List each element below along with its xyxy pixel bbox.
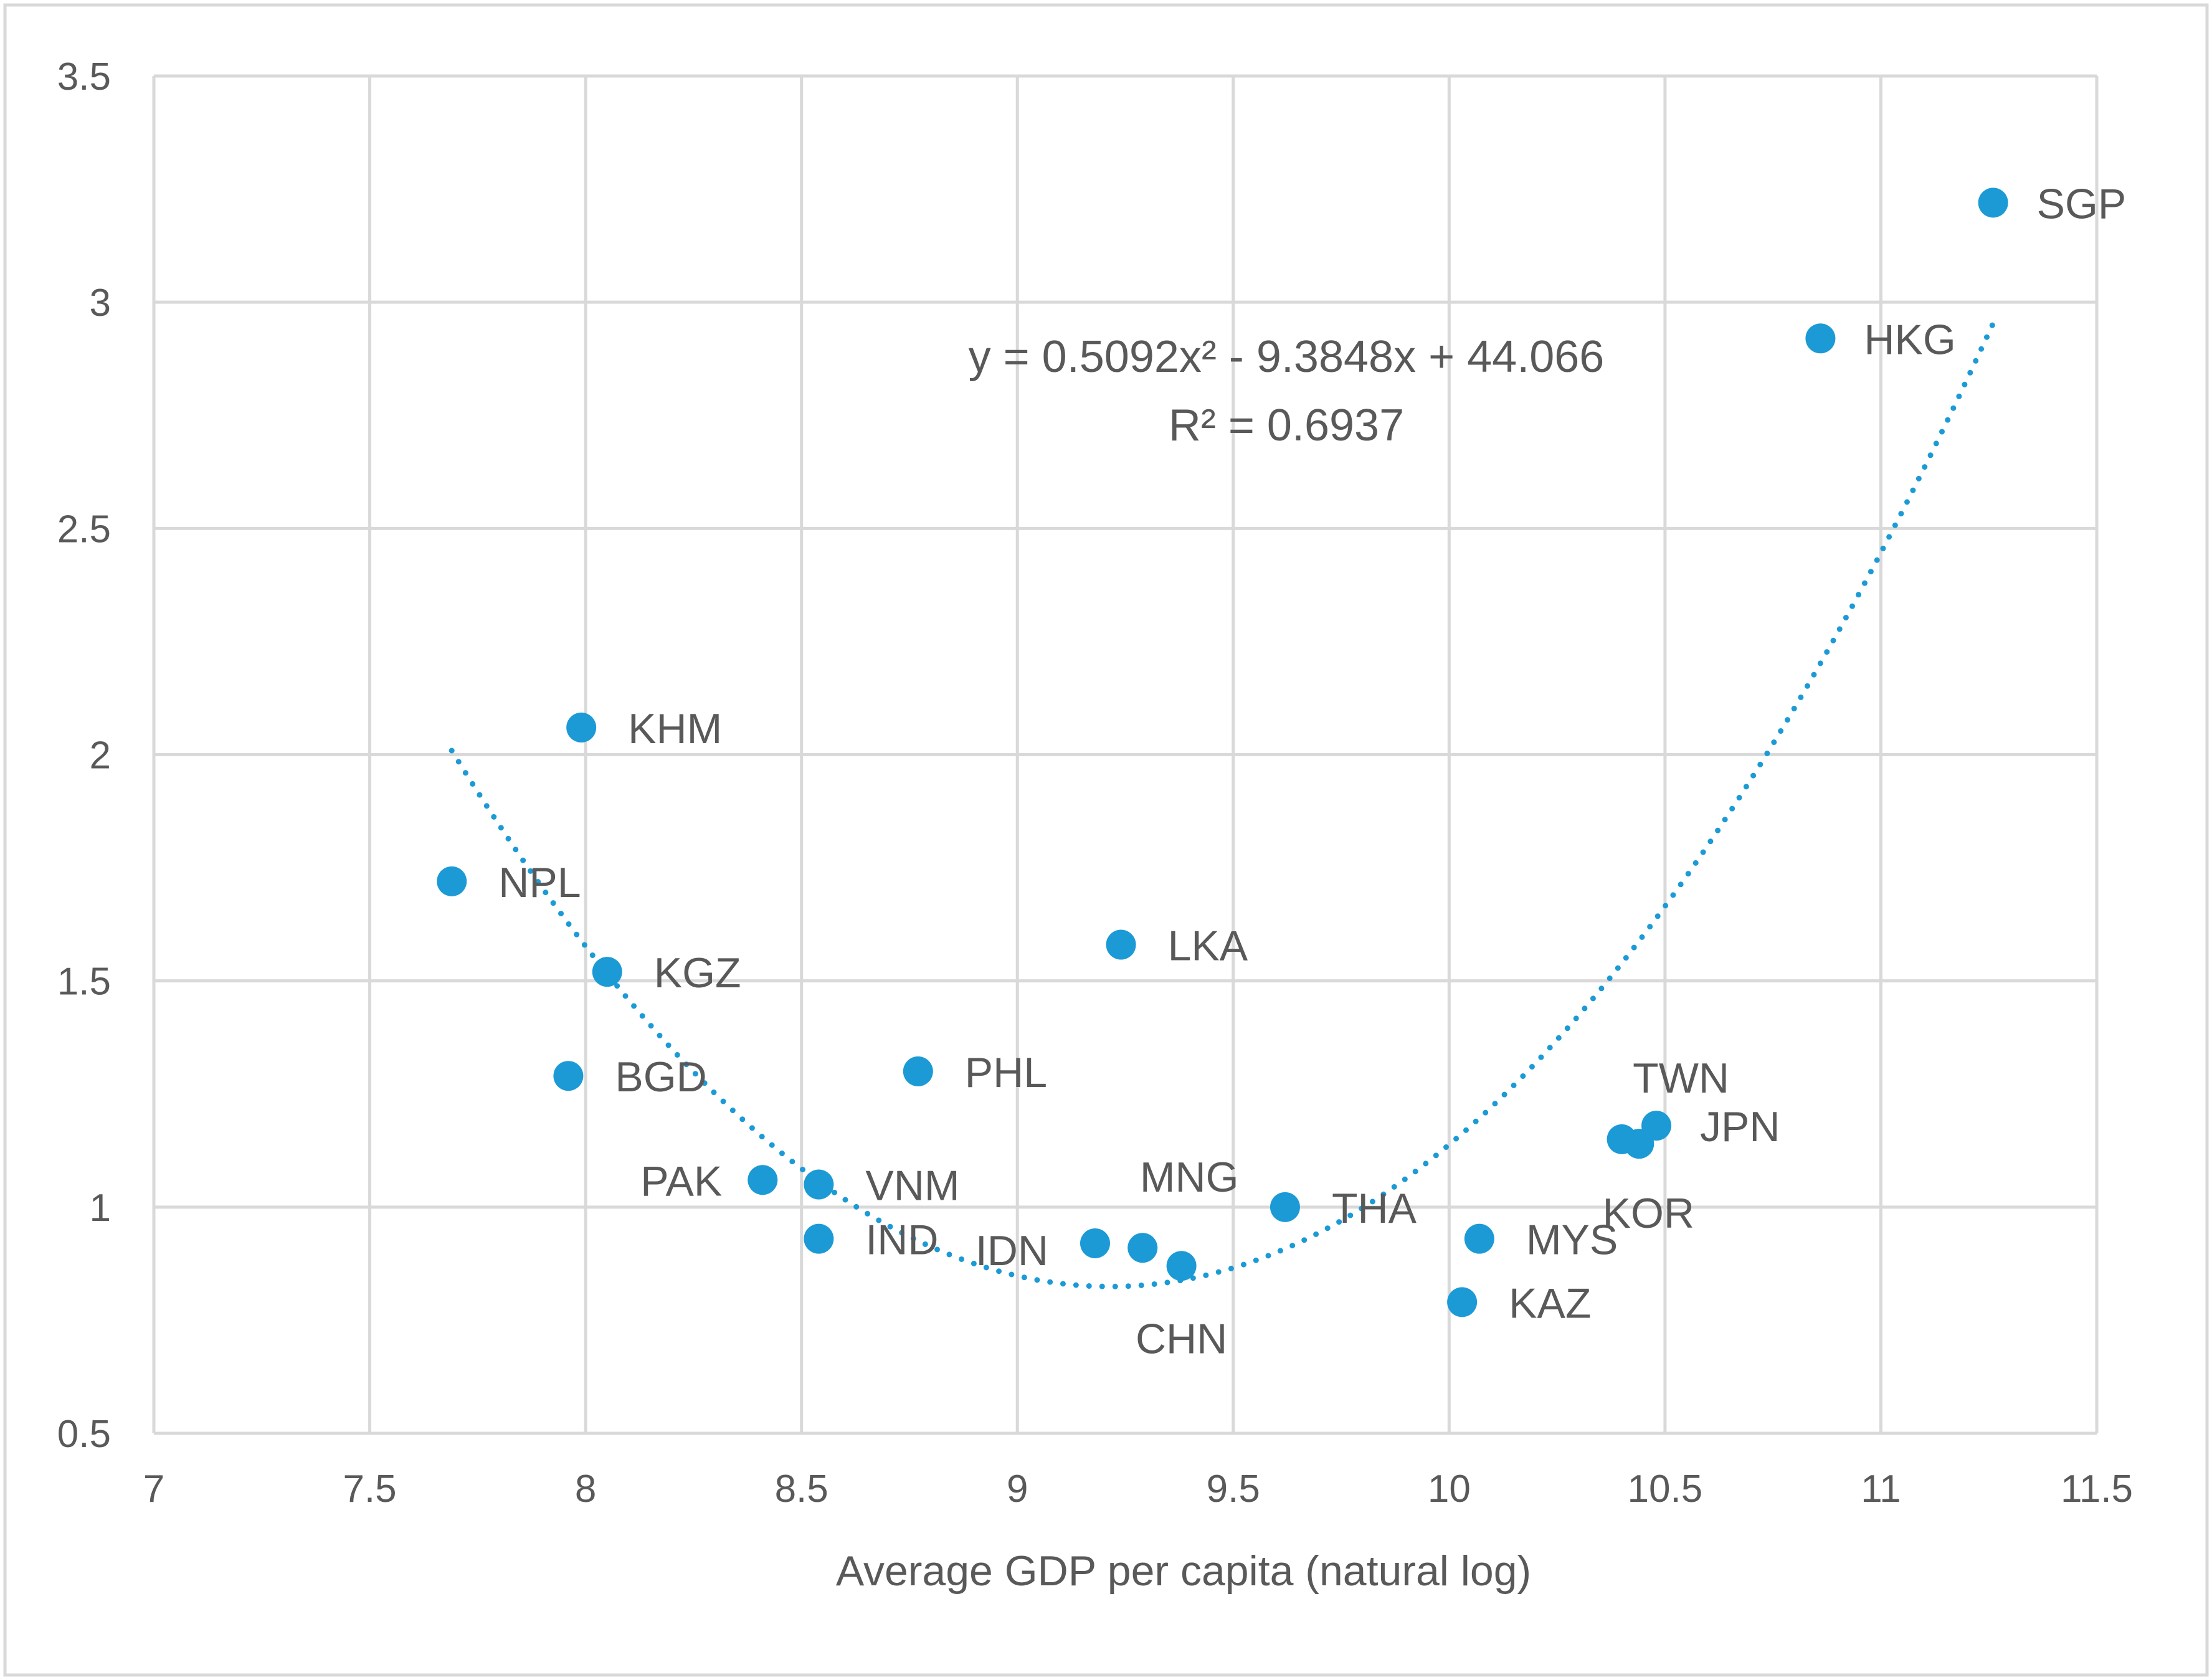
y-tick-label: 3.5	[57, 55, 111, 98]
x-tick-label: 10	[1428, 1468, 1471, 1511]
data-point-pak	[748, 1165, 778, 1195]
point-label-tha: THA	[1332, 1185, 1417, 1232]
y-tick-label: 2	[90, 734, 111, 777]
point-label-phl: PHL	[965, 1049, 1047, 1096]
x-tick-label: 10.5	[1628, 1468, 1703, 1511]
trendline-r-squared: R² = 0.6937	[1169, 401, 1404, 450]
x-tick-label: 7	[143, 1468, 164, 1511]
point-label-npl: NPL	[498, 859, 581, 906]
data-point-tha	[1270, 1192, 1300, 1222]
point-label-mys: MYS	[1526, 1217, 1618, 1264]
x-tick-label: 11.5	[2061, 1468, 2133, 1511]
data-point-npl	[437, 866, 467, 896]
x-axis-ticks: 7 7.5 8 8.5 9 9.5 10 10.5 11 11.5	[143, 1468, 2133, 1511]
y-axis-ticks: 0.5 1 1.5 2 2.5 3 3.5	[57, 55, 111, 1456]
point-label-kgz: KGZ	[654, 949, 741, 997]
point-label-lka: LKA	[1168, 923, 1248, 970]
point-label-kaz: KAZ	[1509, 1279, 1591, 1327]
chart-border	[3, 3, 2209, 1677]
y-tick-label: 3	[90, 282, 111, 325]
point-label-bgd: BGD	[615, 1053, 706, 1101]
data-point-hkg	[1805, 323, 1836, 354]
point-label-ind: IND	[865, 1217, 938, 1264]
trendline-equation: y = 0.5092x² - 9.3848x + 44.066	[969, 332, 1605, 382]
data-point-vnm	[804, 1169, 834, 1200]
data-point-bgd	[553, 1061, 584, 1091]
point-labels: SGP HKG KHM NPL KGZ LKA BGD PHL PAK VNM IND IDN MNG C…	[498, 180, 2126, 1362]
data-point-phl	[903, 1056, 933, 1086]
data-point-kgz	[592, 957, 622, 987]
point-label-chn: CHN	[1136, 1315, 1227, 1362]
point-label-vnm: VNM	[865, 1162, 959, 1210]
point-label-khm: KHM	[628, 705, 722, 752]
point-label-pak: PAK	[640, 1157, 722, 1205]
data-point-ind	[804, 1223, 834, 1254]
data-point-jpn	[1641, 1111, 1672, 1141]
x-tick-label: 9	[1007, 1468, 1028, 1511]
data-point-idn	[1080, 1228, 1110, 1258]
point-label-twn: TWN	[1633, 1055, 1729, 1102]
point-label-kor: KOR	[1603, 1190, 1694, 1237]
point-label-mng: MNG	[1140, 1154, 1239, 1201]
point-label-jpn: JPN	[1700, 1103, 1780, 1151]
y-tick-label: 2.5	[57, 508, 111, 551]
x-tick-label: 11	[1861, 1468, 1901, 1511]
x-axis-title: Average GDP per capita (natural log)	[836, 1547, 1531, 1595]
data-point-lka	[1106, 929, 1136, 960]
x-tick-label: 9.5	[1207, 1468, 1260, 1511]
data-point-kaz	[1447, 1287, 1478, 1317]
point-label-hkg: HKG	[1864, 316, 1955, 363]
x-tick-label: 7.5	[343, 1468, 396, 1511]
y-tick-label: 0.5	[57, 1413, 111, 1456]
data-point-sgp	[1978, 187, 2008, 218]
y-tick-label: 1	[90, 1187, 111, 1230]
point-label-sgp: SGP	[2037, 180, 2127, 227]
x-tick-label: 8.5	[775, 1468, 828, 1511]
data-point-khm	[566, 712, 597, 743]
grid	[152, 74, 2099, 1435]
data-points	[437, 187, 2008, 1317]
data-point-mng	[1127, 1233, 1158, 1263]
data-point-mys	[1464, 1223, 1494, 1254]
data-point-chn	[1166, 1251, 1197, 1281]
x-tick-label: 8	[575, 1468, 596, 1511]
y-tick-label: 1.5	[57, 961, 111, 1004]
point-label-idn: IDN	[975, 1227, 1048, 1274]
